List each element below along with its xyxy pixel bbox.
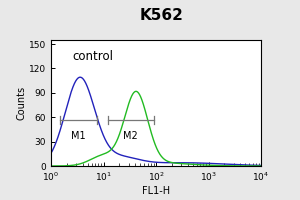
- Text: control: control: [72, 50, 113, 63]
- Text: M1: M1: [71, 131, 86, 141]
- Text: K562: K562: [140, 8, 184, 23]
- Text: M2: M2: [123, 131, 138, 141]
- Y-axis label: Counts: Counts: [16, 86, 26, 120]
- X-axis label: FL1-H: FL1-H: [142, 186, 170, 196]
